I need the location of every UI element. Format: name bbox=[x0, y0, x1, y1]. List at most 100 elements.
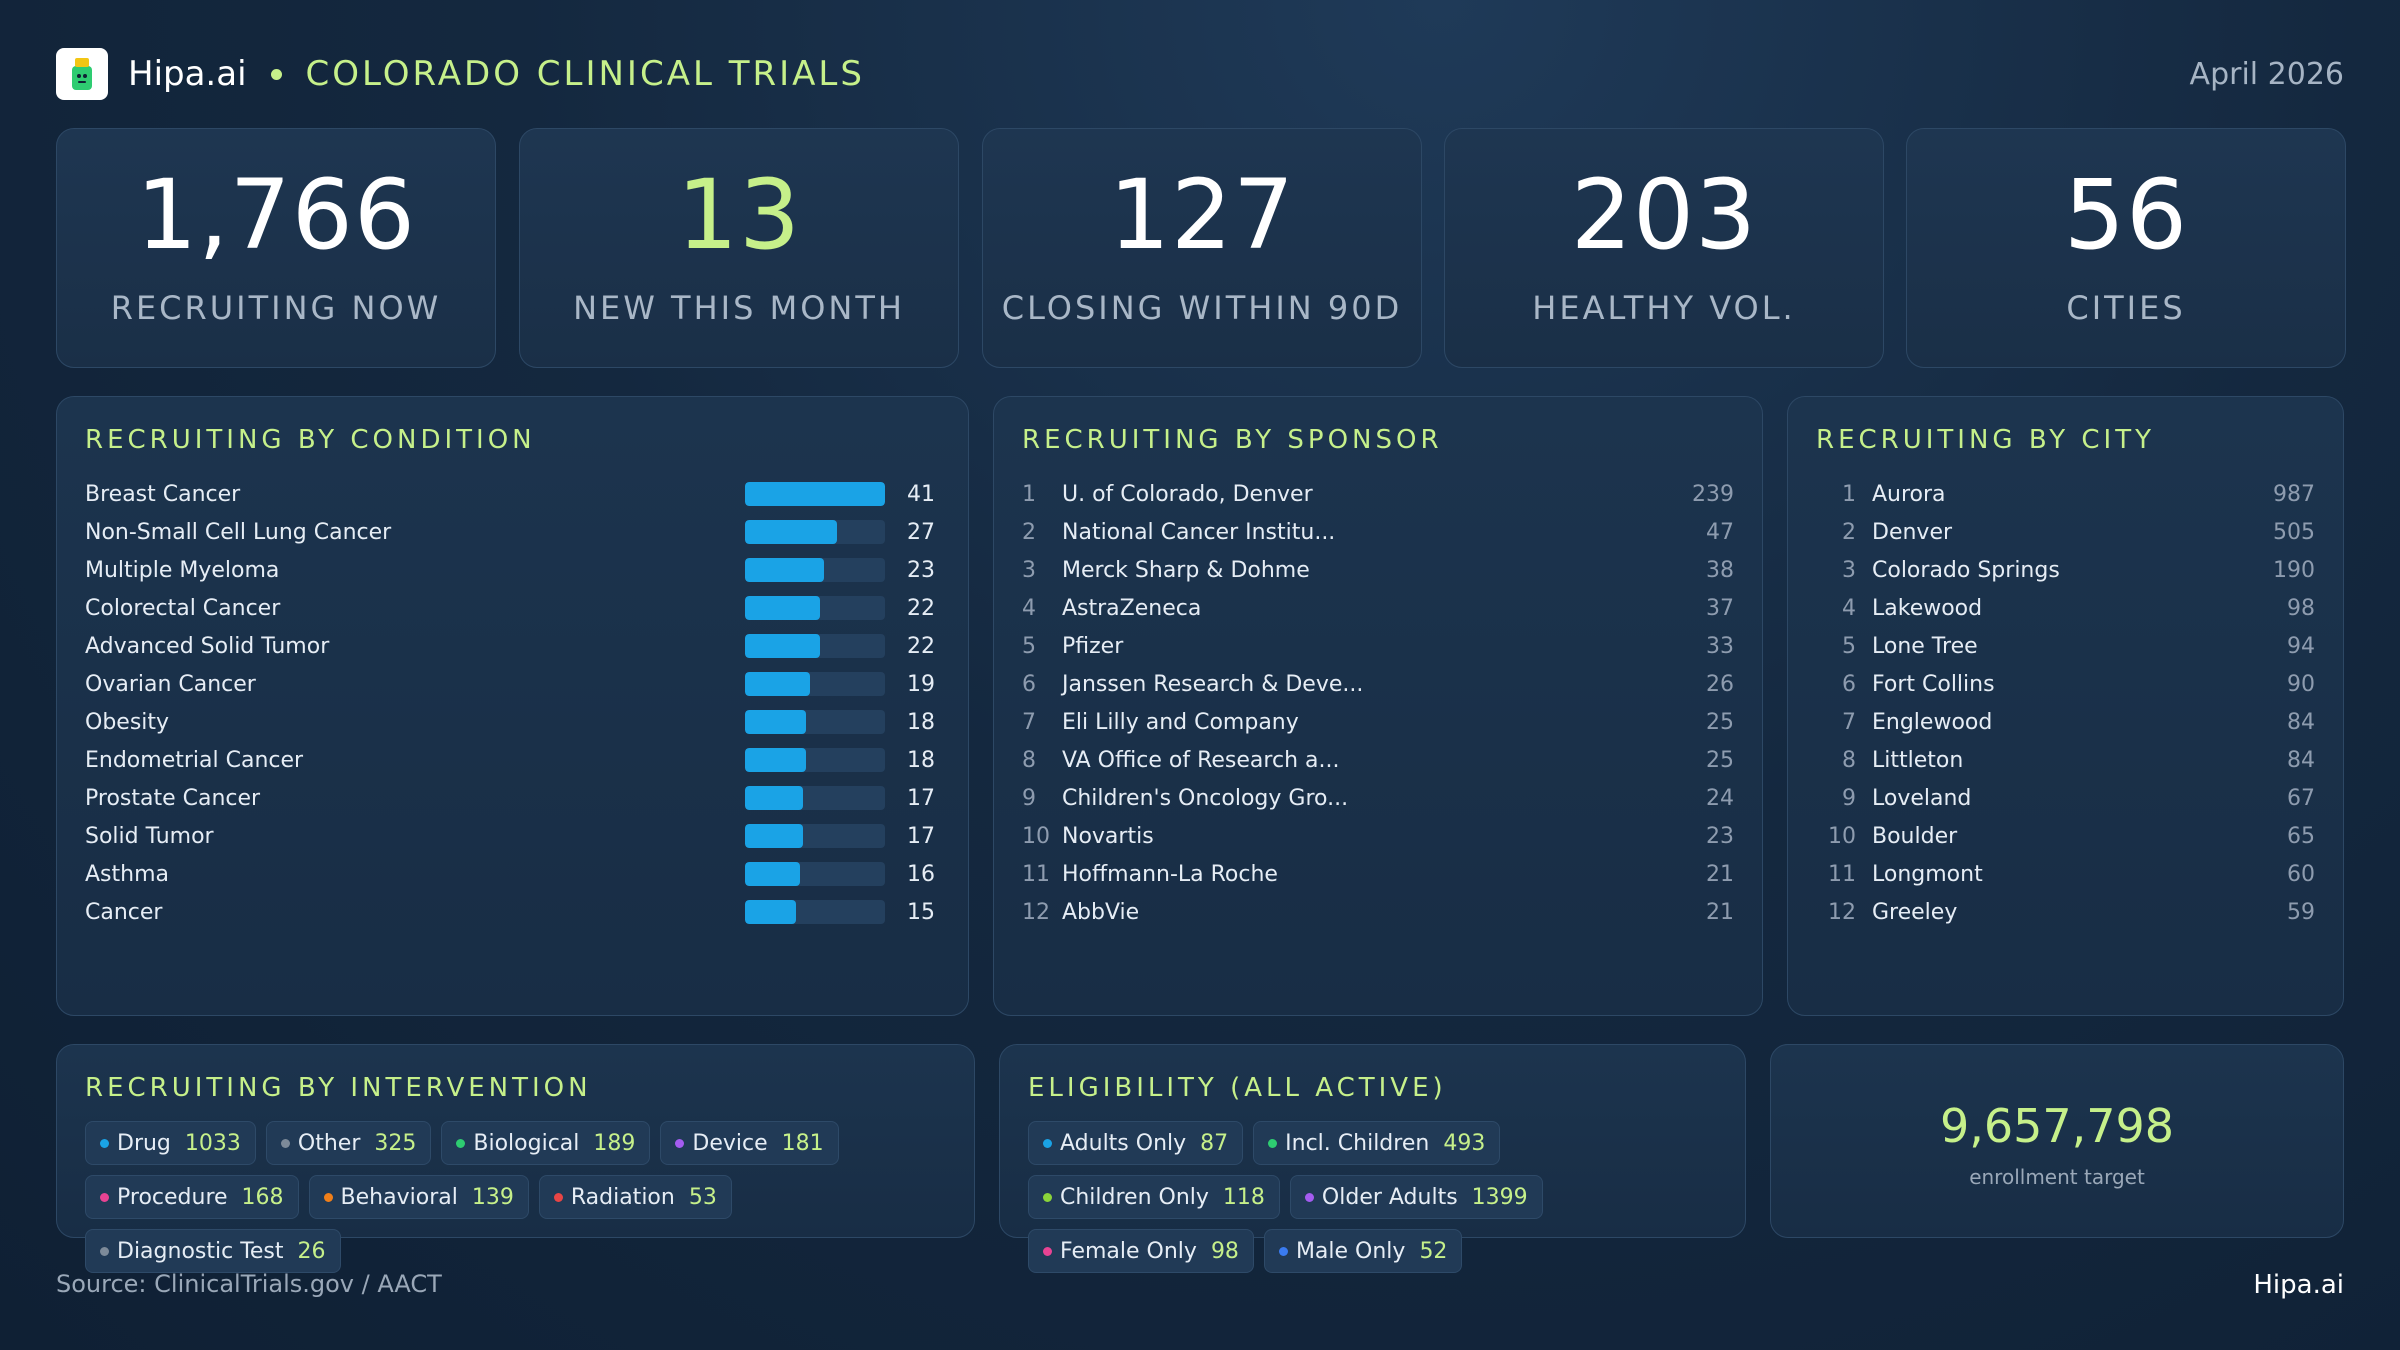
city-count: 505 bbox=[2273, 519, 2315, 545]
condition-bar bbox=[745, 520, 838, 544]
chip-count: 118 bbox=[1222, 1184, 1265, 1210]
chip-count: 189 bbox=[593, 1130, 636, 1156]
intervention-chips: Drug 1033 Other 325 Biological 189 Device 181 Pr… bbox=[85, 1121, 954, 1273]
sponsor-name: National Cancer Institu... bbox=[1062, 519, 1336, 545]
sponsor-name: Merck Sharp & Dohme bbox=[1062, 557, 1310, 583]
rank-number: 7 bbox=[1842, 709, 1856, 735]
condition-bar bbox=[745, 558, 824, 582]
kpi-value: 1,766 bbox=[136, 159, 416, 271]
condition-row: Solid Tumor 17 bbox=[85, 817, 940, 855]
rank-number: 4 bbox=[1842, 595, 1856, 621]
rank-number: 1 bbox=[1842, 481, 1856, 507]
condition-bar bbox=[745, 786, 804, 810]
condition-bar-track bbox=[745, 824, 885, 848]
chip-label: Other bbox=[297, 1130, 361, 1156]
condition-name: Endometrial Cancer bbox=[85, 747, 304, 773]
sponsor-count: 24 bbox=[1706, 785, 1734, 811]
rank-number: 5 bbox=[1022, 633, 1036, 659]
city-count: 190 bbox=[2273, 557, 2315, 583]
kpi-card-recruiting-now: 1,766 RECRUITING NOW bbox=[56, 128, 496, 368]
city-name: Englewood bbox=[1872, 709, 1993, 735]
kpi-label: CITIES bbox=[2066, 289, 2186, 327]
chip-label: Radiation bbox=[570, 1184, 675, 1210]
rank-number: 11 bbox=[1022, 861, 1050, 887]
city-count: 84 bbox=[2287, 747, 2315, 773]
panel-eligibility: ELIGIBILITY (ALL ACTIVE) Adults Only 87 In… bbox=[999, 1044, 1746, 1273]
chip-label: Male Only bbox=[1295, 1238, 1406, 1264]
city-list: 1 Aurora 987 2 Denver 505 3 Colorado Springs 190… bbox=[1816, 475, 2315, 931]
sponsor-row: 12 AbbVie 21 bbox=[1022, 893, 1734, 931]
legend-dot-icon bbox=[1268, 1138, 1278, 1148]
rank-number: 4 bbox=[1022, 595, 1036, 621]
condition-row: Prostate Cancer 17 bbox=[85, 779, 940, 817]
chip-label: Biological bbox=[473, 1130, 580, 1156]
condition-row: Endometrial Cancer 18 bbox=[85, 741, 940, 779]
city-row: 11 Longmont 60 bbox=[1816, 855, 2315, 893]
chip-label: Drug bbox=[117, 1130, 171, 1156]
city-name: Colorado Springs bbox=[1872, 557, 2060, 583]
kpi-card-closing-90d: 127 CLOSING WITHIN 90D bbox=[982, 128, 1422, 368]
sponsor-count: 33 bbox=[1706, 633, 1734, 659]
sponsor-row: 7 Eli Lilly and Company 25 bbox=[1022, 703, 1734, 741]
city-row: 4 Lakewood 98 bbox=[1816, 589, 2315, 627]
sponsor-count: 25 bbox=[1706, 709, 1734, 735]
rank-number: 6 bbox=[1842, 671, 1856, 697]
city-name: Greeley bbox=[1872, 899, 1958, 925]
city-name: Lakewood bbox=[1872, 595, 1983, 621]
condition-bar-track bbox=[745, 596, 885, 620]
sponsor-row: 10 Novartis 23 bbox=[1022, 817, 1734, 855]
sponsor-name: AstraZeneca bbox=[1062, 595, 1202, 621]
eligibility-chips: Adults Only 87 Incl. Children 493 Children O… bbox=[1028, 1121, 1725, 1273]
condition-bar-track bbox=[745, 748, 885, 772]
chip-label: Procedure bbox=[117, 1184, 228, 1210]
legend-dot-icon bbox=[100, 1192, 109, 1202]
sponsor-count: 21 bbox=[1706, 899, 1734, 925]
city-name: Fort Collins bbox=[1872, 671, 1995, 697]
panel-enrollment-target: 9,657,798 enrollment target bbox=[1770, 1044, 2344, 1238]
condition-bar bbox=[745, 824, 804, 848]
rank-number: 7 bbox=[1022, 709, 1036, 735]
report-date: April 2026 bbox=[2189, 56, 2344, 92]
condition-bar bbox=[745, 862, 800, 886]
condition-count: 27 bbox=[907, 519, 935, 545]
condition-name: Ovarian Cancer bbox=[85, 671, 256, 697]
condition-bar bbox=[745, 634, 821, 658]
header: Hipa.ai COLORADO CLINICAL TRIALS April 2… bbox=[56, 46, 2344, 102]
rank-number: 2 bbox=[1842, 519, 1856, 545]
sponsor-row: 11 Hoffmann-La Roche 21 bbox=[1022, 855, 1734, 893]
kpi-label: CLOSING WITHIN 90D bbox=[1001, 289, 1403, 327]
separator-dot bbox=[270, 68, 282, 80]
city-row: 8 Littleton 84 bbox=[1816, 741, 2315, 779]
city-row: 12 Greeley 59 bbox=[1816, 893, 2315, 931]
legend-dot-icon bbox=[280, 1138, 290, 1148]
intervention-chip: Device 181 bbox=[660, 1121, 839, 1165]
sponsor-name: Pfizer bbox=[1062, 633, 1124, 659]
page-title: COLORADO CLINICAL TRIALS bbox=[305, 54, 865, 94]
city-row: 9 Loveland 67 bbox=[1816, 779, 2315, 817]
city-count: 987 bbox=[2273, 481, 2315, 507]
city-row: 5 Lone Tree 94 bbox=[1816, 627, 2315, 665]
condition-count: 16 bbox=[907, 861, 935, 887]
city-count: 94 bbox=[2287, 633, 2315, 659]
panel-by-city: RECRUITING BY CITY 1 Aurora 987 2 Denver 505 3… bbox=[1787, 396, 2344, 1016]
chip-count: 98 bbox=[1210, 1238, 1239, 1264]
chip-label: Diagnostic Test bbox=[117, 1238, 284, 1264]
chip-label: Behavioral bbox=[340, 1184, 458, 1210]
kpi-card-cities: 56 CITIES bbox=[1906, 128, 2346, 368]
chip-count: 168 bbox=[241, 1184, 284, 1210]
eligibility-chip: Male Only 52 bbox=[1263, 1229, 1463, 1273]
sponsor-list: 1 U. of Colorado, Denver 239 2 National Canc… bbox=[1022, 475, 1734, 931]
city-count: 60 bbox=[2287, 861, 2315, 887]
legend-dot-icon bbox=[1043, 1192, 1052, 1202]
condition-row: Advanced Solid Tumor 22 bbox=[85, 627, 940, 665]
condition-bar-track bbox=[745, 900, 885, 924]
kpi-label: NEW THIS MONTH bbox=[573, 289, 905, 327]
chip-label: Device bbox=[692, 1130, 768, 1156]
eligibility-chip: Female Only 98 bbox=[1028, 1229, 1254, 1273]
condition-row: Breast Cancer 41 bbox=[85, 475, 940, 513]
kpi-label: HEALTHY VOL. bbox=[1532, 289, 1796, 327]
rank-number: 8 bbox=[1842, 747, 1856, 773]
condition-name: Colorectal Cancer bbox=[85, 595, 281, 621]
chip-count: 1399 bbox=[1471, 1184, 1528, 1210]
legend-dot-icon bbox=[1278, 1246, 1288, 1256]
